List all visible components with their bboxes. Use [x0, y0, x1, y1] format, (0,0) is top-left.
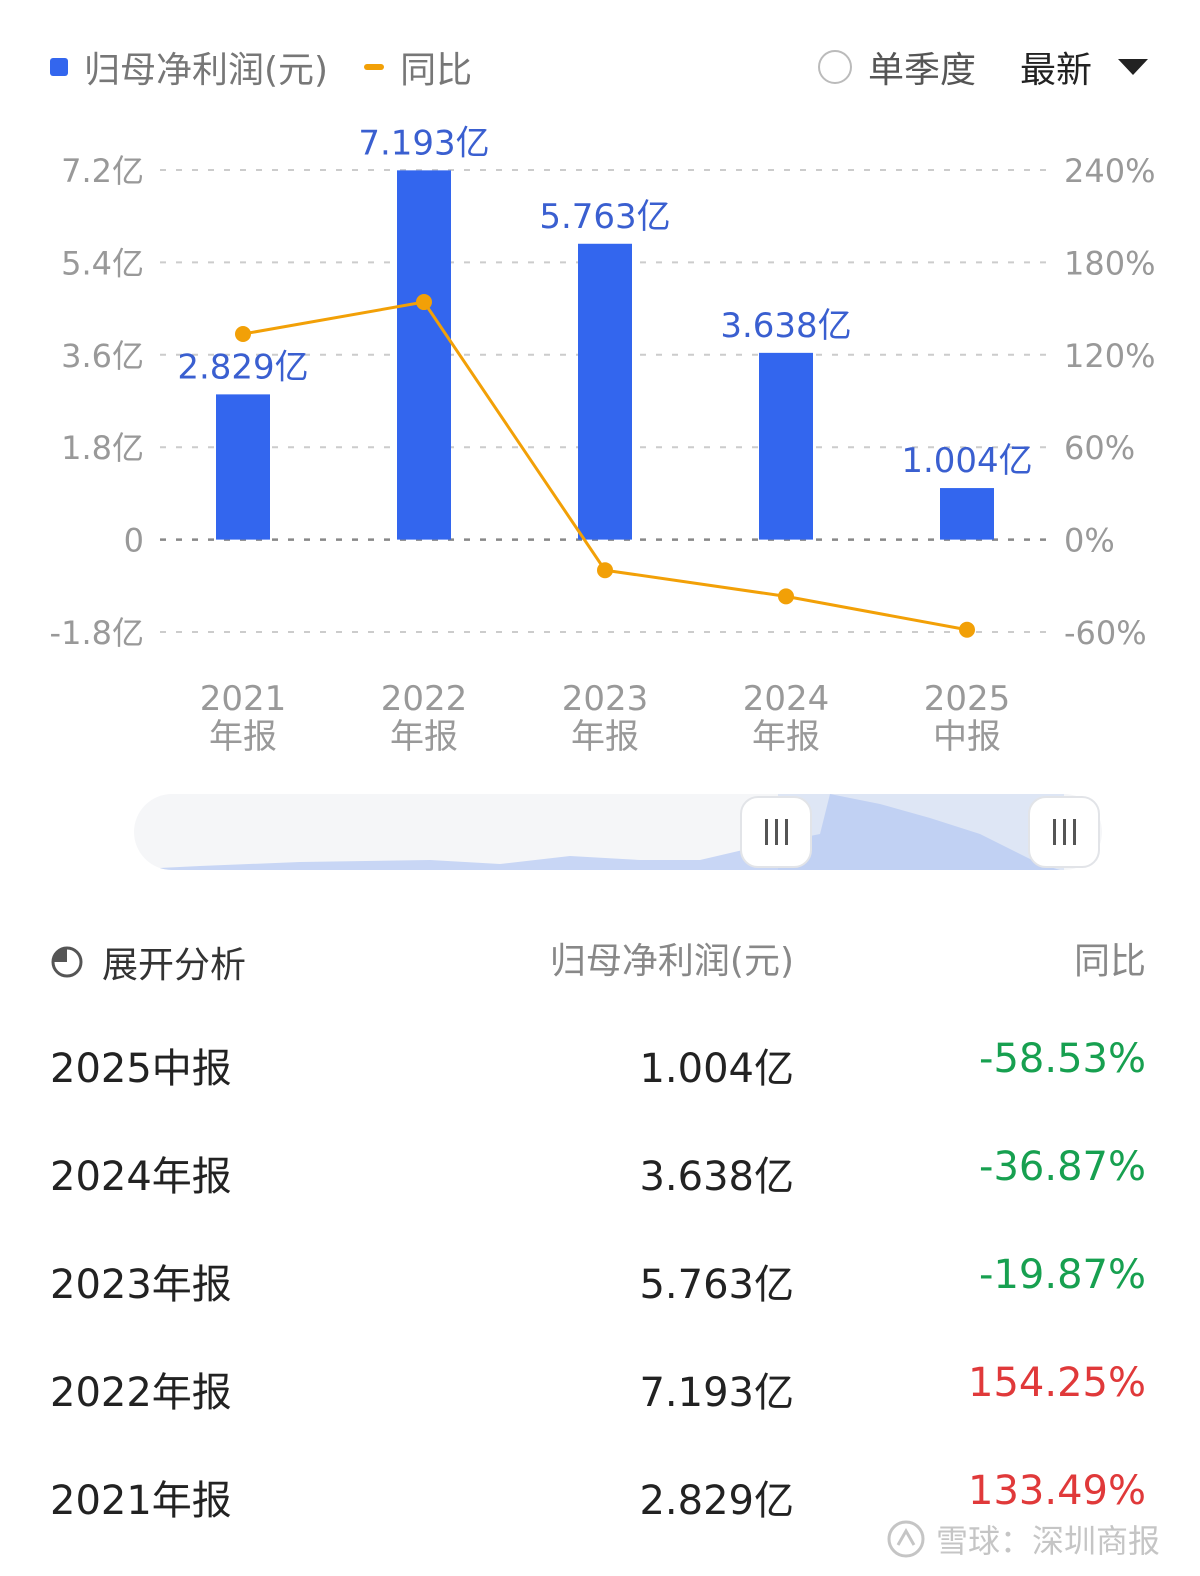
- bar: [216, 394, 270, 540]
- yoy-point: [235, 326, 251, 343]
- x-axis-period-label: 年报: [752, 717, 820, 757]
- table-header: 展开分析 归母净利润(元) 同比: [50, 936, 1146, 988]
- grip-icon: [1052, 819, 1056, 845]
- bar: [940, 488, 994, 540]
- bar-value-label: 7.193亿: [358, 123, 489, 163]
- expand-analysis-button[interactable]: 展开分析: [50, 936, 246, 988]
- caret-down-icon[interactable]: [1118, 59, 1148, 75]
- left-axis-tick-label: 7.2亿: [61, 152, 144, 190]
- right-axis-tick-label: 60%: [1064, 429, 1135, 467]
- x-axis-year-label: 2023: [562, 679, 649, 719]
- left-axis-tick-label: 3.6亿: [61, 337, 144, 375]
- table-row: 2023年报 5.763亿 -19.87%: [50, 1230, 1146, 1338]
- bar-value-label: 1.004亿: [901, 441, 1032, 481]
- row-period: 2024年报: [50, 1154, 232, 1200]
- grip-icon: [1062, 819, 1066, 845]
- row-net-profit: 1.004亿: [639, 1046, 794, 1092]
- x-axis-period-label: 中报: [933, 717, 1001, 757]
- left-axis-tick-label: 5.4亿: [61, 244, 144, 282]
- range-slider-left-handle[interactable]: [740, 796, 812, 868]
- grip-icon: [1072, 819, 1076, 845]
- row-yoy: -36.87%: [979, 1144, 1146, 1190]
- right-axis-tick-label: 0%: [1064, 522, 1115, 560]
- table-row: 2024年报 3.638亿 -36.87%: [50, 1122, 1146, 1230]
- right-axis-tick-label: 180%: [1064, 244, 1155, 282]
- single-quarter-radio[interactable]: [817, 50, 852, 84]
- range-slider-selection: [778, 794, 1064, 870]
- range-slider-preview: [134, 794, 1060, 870]
- range-slider-track[interactable]: [134, 794, 1102, 870]
- left-axis-tick-label: 1.8亿: [61, 429, 144, 467]
- range-slider-right-handle[interactable]: [1028, 796, 1100, 868]
- legend-item-yoy[interactable]: 同比: [364, 41, 472, 93]
- yoy-point: [778, 588, 794, 605]
- x-axis-period-label: 年报: [390, 717, 458, 757]
- legend-yoy-label: 同比: [400, 50, 473, 91]
- x-axis-year-label: 2025: [924, 679, 1011, 719]
- bar: [397, 170, 451, 540]
- row-period: 2021年报: [50, 1478, 232, 1524]
- right-axis-tick-label: -60%: [1064, 614, 1147, 652]
- watermark-text: 雪球：深圳商报: [935, 1522, 1160, 1560]
- row-net-profit: 3.638亿: [639, 1154, 794, 1200]
- right-axis-tick-label: 120%: [1064, 337, 1155, 375]
- row-yoy: 154.25%: [968, 1360, 1146, 1406]
- latest-dropdown-label[interactable]: 最新: [1019, 50, 1092, 91]
- net-profit-chart: 7.2亿 240% 5.4亿 180% 3.6亿 120% 1.8亿 60% 0 0% -1.8亿 -…: [50, 123, 1156, 757]
- left-axis-tick-label: -1.8亿: [50, 614, 144, 652]
- table-row: 2022年报 7.193亿 154.25%: [50, 1338, 1146, 1446]
- bar-value-label: 5.763亿: [539, 197, 670, 237]
- right-axis-tick-label: 240%: [1064, 152, 1155, 190]
- chart-controls: 单季度 最新: [817, 42, 1148, 92]
- row-net-profit: 5.763亿: [639, 1262, 794, 1308]
- row-net-profit: 2.829亿: [639, 1478, 794, 1524]
- row-period: 2022年报: [50, 1370, 232, 1416]
- data-table: 2025中报 1.004亿 -58.53% 2024年报 3.638亿 -36.…: [50, 1014, 1146, 1554]
- legend-item-net-profit[interactable]: 归母净利润(元): [50, 41, 328, 93]
- pie-chart-icon: [51, 946, 83, 978]
- bar: [578, 243, 632, 540]
- grip-icon: [774, 819, 778, 845]
- yoy-point: [959, 621, 975, 638]
- row-period: 2025中报: [50, 1046, 232, 1092]
- column-header-yoy: 同比: [1073, 941, 1146, 982]
- table-row: 2025中报 1.004亿 -58.53%: [50, 1014, 1146, 1122]
- legend-net-profit-label: 归母净利润(元): [84, 50, 329, 91]
- legend-bar-swatch: [50, 58, 68, 76]
- row-yoy: -58.53%: [979, 1036, 1146, 1082]
- x-axis-year-label: 2024: [743, 679, 830, 719]
- bar-value-label: 3.638亿: [720, 306, 851, 346]
- table-row: 2021年报 2.829亿 133.49%: [50, 1446, 1146, 1554]
- row-net-profit: 7.193亿: [639, 1370, 794, 1416]
- left-axis-tick-label: 0: [124, 522, 144, 560]
- chart-legend: 归母净利润(元) 同比: [50, 42, 508, 92]
- column-header-net-profit: 归母净利润(元): [549, 941, 794, 982]
- legend-line-swatch: [364, 64, 385, 70]
- expand-analysis-label: 展开分析: [102, 945, 247, 986]
- x-axis-year-label: 2022: [381, 679, 468, 719]
- bar: [759, 352, 813, 540]
- row-period: 2023年报: [50, 1262, 232, 1308]
- row-yoy: -19.87%: [979, 1252, 1146, 1298]
- watermark: 雪球：深圳商报: [886, 1516, 1160, 1562]
- grip-icon: [764, 819, 768, 845]
- bar-value-label: 2.829亿: [177, 347, 308, 387]
- snowball-logo-icon: [887, 1520, 925, 1558]
- x-axis-year-label: 2021: [200, 679, 287, 719]
- x-axis-period-label: 年报: [571, 717, 639, 757]
- grip-icon: [784, 819, 788, 845]
- yoy-point: [597, 562, 613, 579]
- yoy-point: [416, 294, 432, 311]
- row-yoy: 133.49%: [968, 1468, 1146, 1514]
- x-axis-period-label: 年报: [209, 717, 277, 757]
- single-quarter-label[interactable]: 单季度: [867, 50, 976, 91]
